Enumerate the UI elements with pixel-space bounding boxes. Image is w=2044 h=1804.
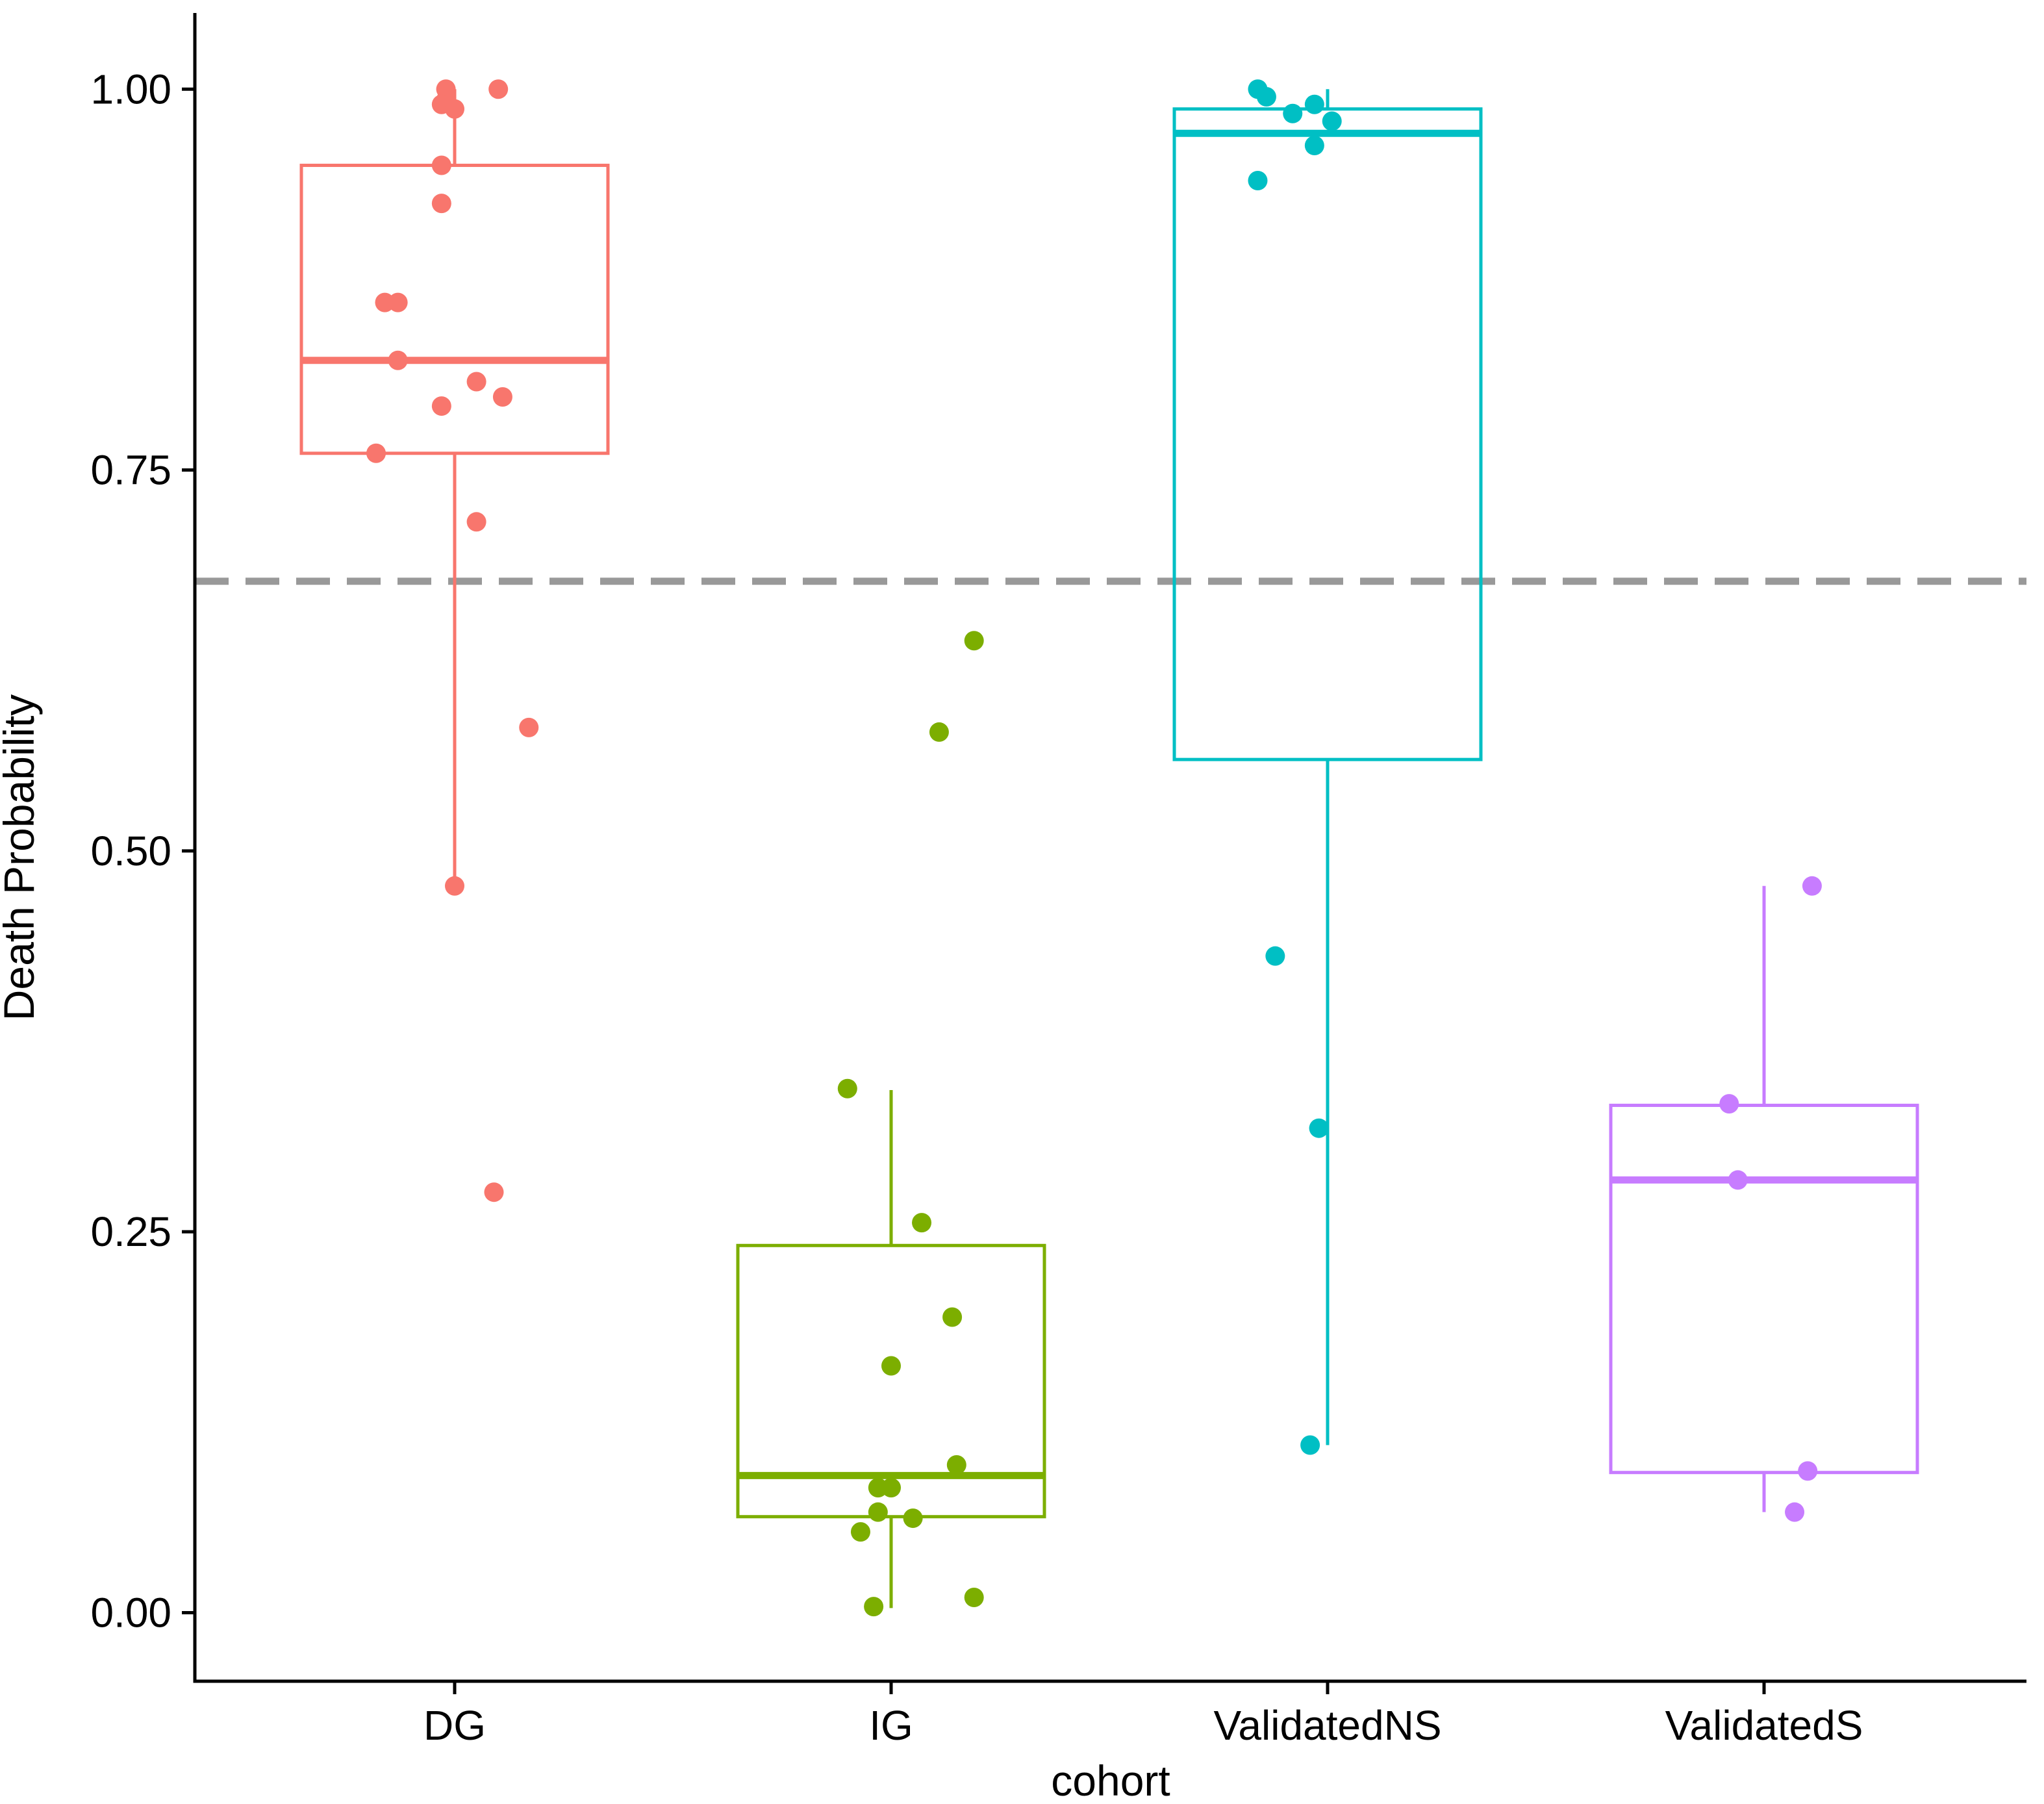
data-point-IG xyxy=(964,631,984,651)
data-point-IG xyxy=(864,1597,884,1617)
data-point-ValidatedS xyxy=(1802,876,1822,896)
data-point-IG xyxy=(946,1455,966,1475)
x-ticks: DG IG ValidatedNS ValidatedS xyxy=(423,1681,1863,1749)
data-point-ValidatedNS xyxy=(1283,103,1303,123)
data-point-ValidatedNS xyxy=(1304,136,1324,156)
data-point-DG xyxy=(431,155,451,175)
x-axis-title: cohort xyxy=(1051,1757,1170,1804)
data-point-DG xyxy=(488,79,509,99)
data-point-DG xyxy=(431,194,451,214)
y-tick-label: 0.75 xyxy=(90,447,171,494)
data-point-DG xyxy=(519,717,539,737)
data-point-ValidatedS xyxy=(1798,1461,1818,1481)
y-tick-label: 0.00 xyxy=(90,1589,171,1636)
y-tick-label: 0.25 xyxy=(90,1208,171,1255)
iqr-box xyxy=(1172,107,1483,761)
data-point-ValidatedS xyxy=(1728,1170,1748,1190)
box-ValidatedNS xyxy=(1172,89,1483,1445)
data-point-IG xyxy=(881,1356,901,1376)
data-point-IG xyxy=(881,1478,901,1498)
data-point-ValidatedNS xyxy=(1304,94,1324,114)
axes-layer xyxy=(193,13,2026,1683)
data-point-DG xyxy=(388,292,408,312)
data-point-DG xyxy=(466,372,486,392)
y-ticks: 0.00 0.25 0.50 0.75 1.00 xyxy=(90,66,195,1636)
data-point-IG xyxy=(964,1588,984,1608)
data-point-IG xyxy=(903,1508,923,1529)
box-ValidatedS xyxy=(1609,885,1919,1512)
data-point-DG xyxy=(445,876,464,896)
y-tick-label: 0.50 xyxy=(90,828,171,874)
data-point-ValidatedNS xyxy=(1300,1435,1320,1455)
x-tick-label: DG xyxy=(423,1702,486,1749)
data-point-DG xyxy=(388,350,408,370)
data-point-ValidatedNS xyxy=(1265,946,1285,966)
data-point-ValidatedNS xyxy=(1309,1118,1329,1138)
data-point-IG xyxy=(912,1213,932,1233)
box-IG xyxy=(736,1090,1046,1608)
box-DG xyxy=(299,89,610,886)
data-point-DG xyxy=(492,387,512,407)
x-tick-label: IG xyxy=(869,1702,913,1749)
data-point-IG xyxy=(837,1078,857,1099)
iqr-box xyxy=(736,1243,1046,1519)
boxplot-layer xyxy=(299,89,1919,1608)
x-tick-label: ValidatedNS xyxy=(1213,1702,1441,1749)
data-point-IG xyxy=(929,722,949,742)
data-point-DG xyxy=(484,1182,504,1202)
data-point-ValidatedS xyxy=(1785,1502,1805,1522)
data-point-IG xyxy=(868,1502,888,1522)
data-point-ValidatedNS xyxy=(1256,86,1276,107)
points-layer xyxy=(366,79,1822,1617)
iqr-box xyxy=(299,164,610,455)
data-point-ValidatedS xyxy=(1719,1094,1739,1114)
data-point-IG xyxy=(942,1307,963,1327)
data-point-DG xyxy=(431,396,451,416)
data-point-ValidatedNS xyxy=(1248,170,1268,190)
data-point-DG xyxy=(366,443,386,463)
y-axis-title: Death Probability xyxy=(0,694,43,1021)
x-tick-label: ValidatedS xyxy=(1665,1702,1863,1749)
data-point-DG xyxy=(445,99,464,119)
iqr-box xyxy=(1609,1104,1919,1475)
data-point-IG xyxy=(850,1522,870,1542)
data-point-ValidatedNS xyxy=(1322,111,1342,131)
y-tick-label: 1.00 xyxy=(90,66,171,112)
data-point-DG xyxy=(466,512,486,532)
